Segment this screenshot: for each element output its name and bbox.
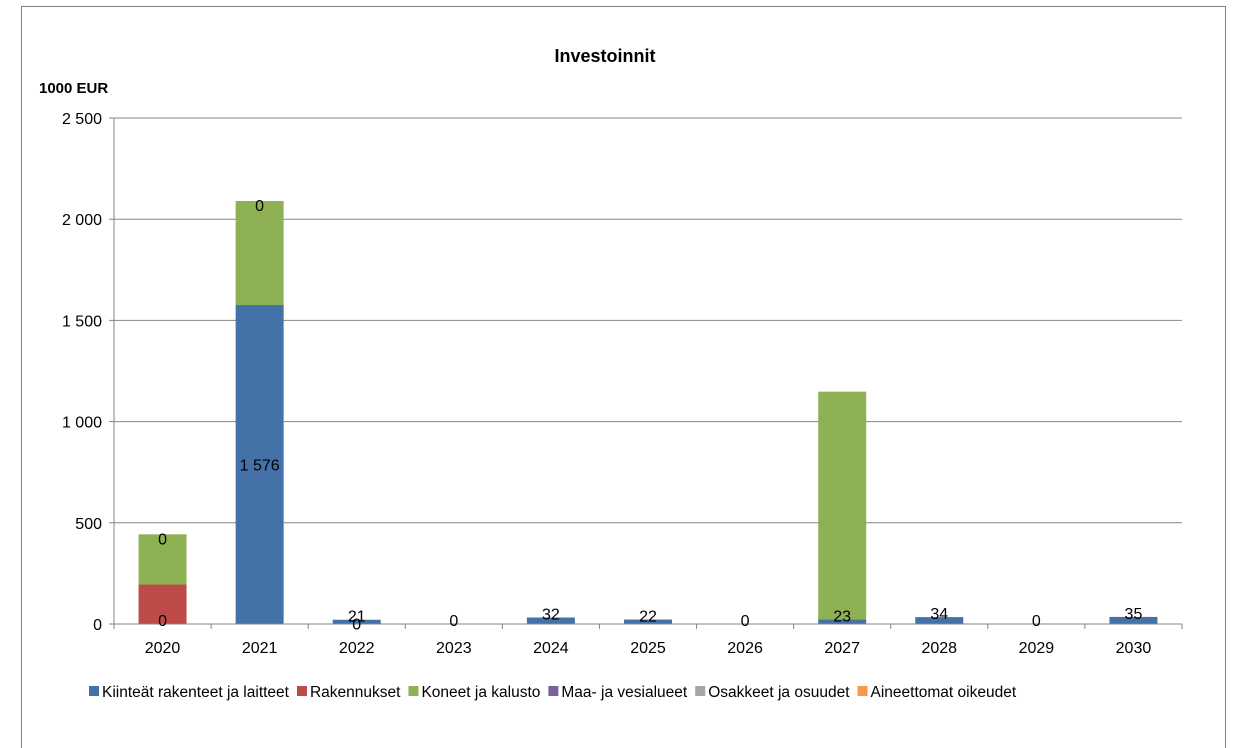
legend-swatch bbox=[89, 686, 99, 696]
legend-label: Kiinteät rakenteet ja laitteet bbox=[102, 684, 290, 701]
data-label: 0 bbox=[255, 198, 264, 215]
legend-swatch bbox=[296, 686, 307, 696]
bar-segment bbox=[235, 200, 284, 306]
y-tick-label: 0 bbox=[93, 617, 102, 634]
x-tick-label: 2020 bbox=[145, 640, 181, 657]
legend: Kiinteät rakenteet ja laitteet Rakennukse… bbox=[89, 684, 1017, 701]
x-tick-label: 2024 bbox=[533, 640, 569, 657]
gridlines bbox=[114, 117, 1182, 524]
data-label: 21 bbox=[348, 609, 366, 626]
data-label: 22 bbox=[639, 609, 657, 626]
data-label: 1 576 bbox=[240, 458, 280, 475]
bar-segment bbox=[138, 534, 187, 585]
y-tick-label: 2 500 bbox=[62, 111, 102, 128]
x-tick-label: 2025 bbox=[630, 640, 666, 657]
data-label: 0 bbox=[449, 613, 458, 630]
data-label: 0 bbox=[158, 531, 167, 548]
y-tick-label: 500 bbox=[75, 516, 102, 533]
data-label: 0 bbox=[158, 613, 167, 630]
x-tick-label: 2029 bbox=[1019, 640, 1055, 657]
bar-segment bbox=[332, 619, 381, 624]
data-label: 32 bbox=[542, 607, 560, 624]
bar-segment bbox=[526, 617, 575, 624]
bar-segment bbox=[1109, 616, 1158, 624]
legend-label: Osakkeet ja osuudet bbox=[708, 684, 850, 701]
bar-segment bbox=[624, 619, 672, 624]
y-tick-label: 2 000 bbox=[62, 212, 102, 229]
x-tick-label: 2028 bbox=[921, 640, 957, 657]
legend-swatch bbox=[548, 686, 559, 696]
bar-segment bbox=[915, 617, 964, 624]
bar-segment bbox=[235, 305, 284, 624]
chart-title: Investoinnit bbox=[554, 46, 655, 66]
axes bbox=[113, 118, 1182, 625]
data-label: 34 bbox=[930, 606, 948, 623]
data-label: 0 bbox=[352, 617, 361, 634]
x-tick-label: 2021 bbox=[242, 640, 278, 657]
y-axis-ticks: 0 500 1 000 1 500 2 000 2 500 bbox=[62, 111, 114, 634]
legend-swatch bbox=[695, 686, 706, 696]
bars bbox=[138, 200, 1158, 624]
legend-label: Maa- ja vesialueet bbox=[561, 684, 687, 701]
data-label: 0 bbox=[741, 613, 750, 630]
chart-frame bbox=[21, 6, 1226, 748]
data-label: 0 bbox=[1032, 613, 1041, 630]
y-tick-label: 1 500 bbox=[62, 313, 102, 330]
data-label: 35 bbox=[1125, 606, 1143, 623]
bar-segment bbox=[138, 584, 187, 624]
bar-segment bbox=[818, 619, 867, 624]
x-tick-label: 2026 bbox=[727, 640, 763, 657]
x-tick-label: 2030 bbox=[1116, 640, 1152, 657]
legend-label: Koneet ja kalusto bbox=[421, 684, 540, 701]
legend-label: Aineettomat oikeudet bbox=[871, 684, 1017, 701]
x-tick-label: 2027 bbox=[824, 640, 860, 657]
legend-label: Rakennukset bbox=[310, 684, 401, 701]
y-unit-label: 1000 EUR bbox=[39, 80, 108, 97]
legend-swatch bbox=[408, 686, 419, 696]
x-tick-label: 2022 bbox=[339, 640, 375, 657]
data-label: 23 bbox=[833, 608, 851, 625]
legend-swatch bbox=[857, 686, 868, 696]
y-tick-label: 1 000 bbox=[62, 415, 102, 432]
x-axis-ticks: 2020 2021 2022 2023 2024 2025 2026 2027 2028 2029… bbox=[113, 624, 1183, 657]
x-tick-label: 2023 bbox=[436, 640, 472, 657]
bar-segment bbox=[818, 391, 867, 620]
